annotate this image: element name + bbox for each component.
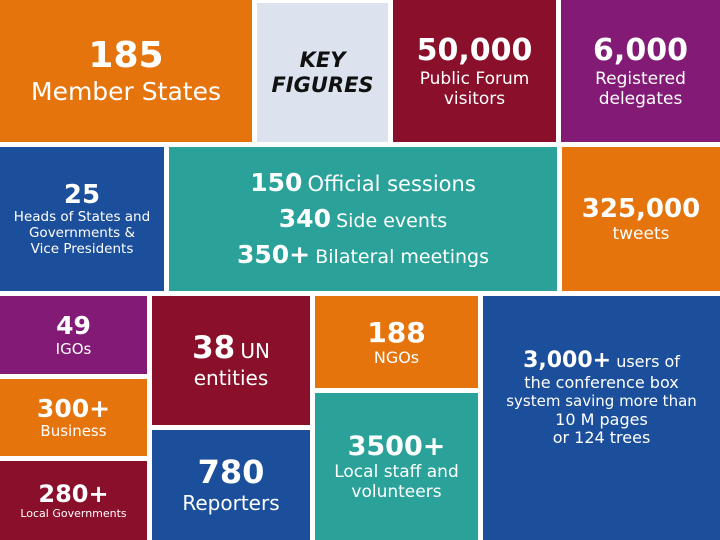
ngos-number: 188 <box>367 316 426 350</box>
business-number: 300+ <box>36 393 111 423</box>
heads-label1: Heads of States and <box>13 209 151 226</box>
conference-box-label2: the conference box <box>524 372 679 392</box>
tile-ngos: 188 NGOs <box>315 296 478 388</box>
tile-member-states: 185 Member States <box>0 0 252 142</box>
sessions-row2-label: Side events <box>336 209 448 232</box>
tile-delegates: 6,000 Registered delegates <box>561 0 720 142</box>
local-staff-label1: Local staff and <box>334 462 459 483</box>
local-governments-label: Local Governments <box>20 507 127 521</box>
igos-label: IGOs <box>55 339 92 358</box>
member-states-label: Member States <box>31 77 221 107</box>
sessions-row1-number: 150 <box>250 167 303 197</box>
sessions-row3: 350+ Bilateral meetings <box>237 237 489 273</box>
public-forum-number: 50,000 <box>416 33 533 69</box>
heads-label3: Vice Presidents <box>30 241 134 258</box>
sessions-row2: 340 Side events <box>279 201 447 237</box>
sessions-row2-number: 340 <box>278 203 331 233</box>
local-staff-label2: volunteers <box>351 482 442 503</box>
public-forum-label1: Public Forum <box>419 68 530 89</box>
tile-local-governments: 280+ Local Governments <box>0 461 147 540</box>
conference-box-row1: 3,000+ users of <box>523 348 680 374</box>
un-entities-number: 38 <box>192 330 236 367</box>
tile-reporters: 780 Reporters <box>152 430 310 540</box>
tile-key-figures: KEY FIGURES <box>257 3 388 142</box>
conference-box-label3: system saving more than <box>506 391 697 410</box>
business-label: Business <box>40 422 107 441</box>
heads-number: 25 <box>63 179 101 210</box>
tile-local-staff: 3500+ Local staff and volunteers <box>315 393 478 540</box>
reporters-label: Reporters <box>182 491 280 516</box>
delegates-label1: Registered <box>595 68 686 89</box>
reporters-number: 780 <box>197 453 265 492</box>
conference-box-number: 3,000+ <box>523 348 612 373</box>
tweets-number: 325,000 <box>581 193 701 224</box>
public-forum-label2: visitors <box>443 88 506 109</box>
tile-un-entities: 38 UN entities <box>152 296 310 425</box>
key-figures-line2: FIGURES <box>271 72 374 97</box>
local-staff-number: 3500+ <box>347 430 446 462</box>
tile-business: 300+ Business <box>0 379 147 456</box>
key-figures-line1: KEY <box>299 47 346 72</box>
tile-heads-of-state: 25 Heads of States and Governments & Vic… <box>0 147 164 291</box>
tile-igos: 49 IGOs <box>0 296 147 374</box>
local-governments-number: 280+ <box>38 479 109 508</box>
delegates-number: 6,000 <box>593 33 688 69</box>
un-entities-row1: 38 UN <box>192 330 270 367</box>
tweets-label: tweets <box>612 224 670 245</box>
tile-conference-box: 3,000+ users of the conference box syste… <box>483 296 720 540</box>
conference-box-label4: 10 M pages <box>555 409 648 429</box>
un-entities-label2: entities <box>193 365 269 390</box>
un-entities-label-inline: UN <box>240 339 270 364</box>
sessions-row1-label: Official sessions <box>307 171 476 196</box>
tile-tweets: 325,000 tweets <box>562 147 720 291</box>
member-states-number: 185 <box>88 35 164 77</box>
conference-box-label-inline: users of <box>616 352 680 371</box>
tile-public-forum: 50,000 Public Forum visitors <box>393 0 556 142</box>
conference-box-label5: or 124 trees <box>552 428 651 448</box>
delegates-label2: delegates <box>598 88 683 109</box>
heads-label2: Governments & <box>28 225 136 242</box>
sessions-row3-number: 350+ <box>237 240 311 270</box>
sessions-row1: 150 Official sessions <box>250 165 476 201</box>
tile-sessions: 150 Official sessions 340 Side events 35… <box>169 147 557 291</box>
igos-number: 49 <box>56 311 91 341</box>
ngos-label: NGOs <box>373 348 420 368</box>
sessions-row3-label: Bilateral meetings <box>315 246 489 269</box>
